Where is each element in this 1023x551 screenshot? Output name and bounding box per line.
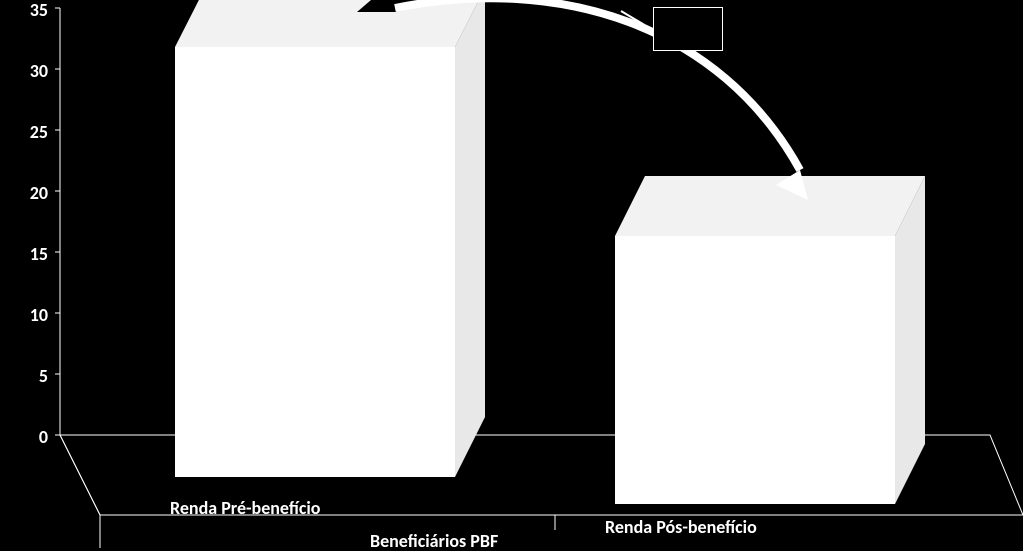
bar-1-front	[175, 47, 455, 477]
bar-2-front	[615, 236, 895, 504]
category-label-pos: Renda Pós-benefício	[605, 516, 757, 538]
legend-box	[653, 7, 723, 51]
y-tick-15: 15	[18, 243, 48, 265]
y-tick-30: 30	[18, 60, 48, 82]
bar-2-top	[615, 176, 925, 236]
y-tick-5: 5	[18, 365, 48, 387]
bar-1-side	[455, 0, 485, 477]
y-tick-25: 25	[18, 121, 48, 143]
y-tick-10: 10	[18, 304, 48, 326]
y-tick-marks	[55, 8, 60, 435]
y-tick-20: 20	[18, 182, 48, 204]
y-tick-35: 35	[18, 0, 48, 21]
x-axis-label: Beneficiários PBF	[370, 530, 498, 551]
chart-stage: 0 5 10 15 20 25 30 35 Renda Pré-benefíci…	[0, 0, 1023, 551]
category-label-pre: Renda Pré-benefício	[170, 497, 320, 519]
bar-1-top	[175, 0, 485, 47]
y-tick-0: 0	[18, 426, 48, 448]
